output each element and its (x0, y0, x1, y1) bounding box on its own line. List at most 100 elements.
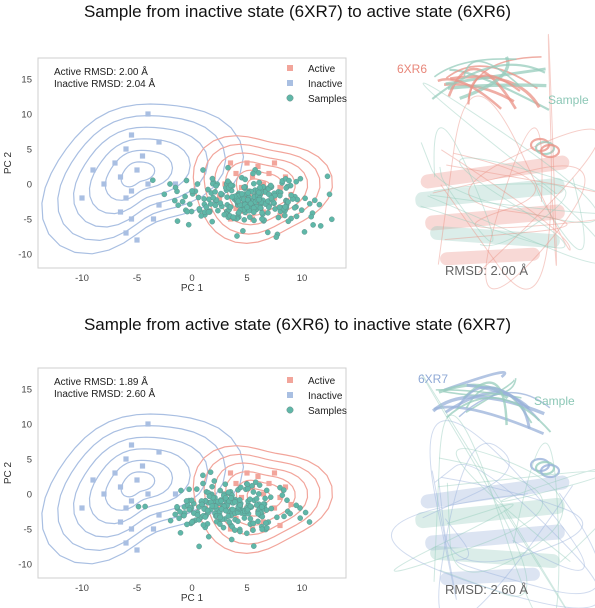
sample-point (174, 218, 181, 224)
sample-point (306, 519, 313, 525)
inactive-point (117, 174, 124, 180)
structure-1-rmsd-caption: RMSD: 2.00 Å (445, 263, 528, 278)
backbone-loop (429, 420, 585, 600)
y-tick-label: 5 (27, 455, 32, 466)
y-tick-label: -5 (24, 525, 32, 536)
plot-1-legend: Active Inactive Samples (286, 64, 347, 105)
protein-structure-2: 6XR7 Sample RMSD: 2.60 Å (391, 371, 595, 608)
helix-ribbon (440, 247, 540, 266)
inactive-point (112, 470, 118, 476)
sample-point (237, 484, 244, 491)
sample-point (228, 536, 235, 543)
inactive-point (123, 230, 129, 236)
sample-point (250, 170, 256, 177)
sample-point (161, 191, 168, 198)
inactive-point (117, 484, 124, 490)
active-density-contour (203, 453, 321, 545)
sample-point (250, 209, 257, 216)
sample-point (247, 516, 254, 522)
sample-point (317, 223, 324, 229)
active-point (227, 470, 234, 476)
sample-point (183, 498, 190, 504)
sample-point (241, 216, 248, 223)
helix-ribbon (430, 545, 560, 569)
sample-point (297, 515, 304, 521)
sample-point (221, 211, 227, 218)
inactive-point (112, 160, 118, 166)
backbone-loop (433, 414, 560, 608)
inactive-point (117, 209, 124, 215)
helix-ribbon (425, 204, 565, 231)
sample-point (198, 213, 204, 219)
helix-coil (534, 140, 556, 156)
sample-point (302, 195, 308, 202)
backbone-loop (393, 457, 543, 572)
sample-point (281, 212, 288, 219)
sample-point (179, 198, 186, 205)
active-point (288, 501, 294, 508)
legend-1-samples-marker (286, 94, 294, 102)
backbone-loop (438, 468, 595, 563)
x-tick-label: 5 (244, 273, 249, 284)
sample-point (217, 521, 223, 527)
helix-ribbon (430, 225, 560, 249)
backbone-loop (438, 476, 584, 563)
inactive-density-contour (57, 114, 227, 242)
sample-point (294, 196, 301, 203)
inactive-density-contour (104, 459, 174, 511)
sample-point (241, 515, 248, 521)
sample-point (275, 214, 282, 221)
sample-point (205, 533, 212, 540)
sample-point (209, 483, 215, 490)
inactive-point (150, 216, 157, 222)
structure-2-cartoon (391, 371, 595, 608)
sample-point (293, 213, 300, 220)
sample-point (207, 469, 214, 476)
inactive-point (156, 449, 162, 455)
active-point (233, 480, 239, 487)
sample-point (217, 200, 224, 206)
sample-point (196, 206, 203, 212)
sample-point (259, 526, 265, 533)
sample-point (240, 228, 246, 234)
sample-point (324, 173, 331, 180)
sample-point (227, 204, 234, 210)
active-point (233, 170, 239, 177)
inactive-density-contour (57, 424, 227, 552)
backbone-loop (449, 68, 550, 111)
active-point (277, 494, 283, 501)
sample-point (229, 194, 235, 200)
sample-point (181, 512, 187, 519)
sample-point (182, 193, 188, 200)
sample-point (264, 229, 271, 236)
sample-point (301, 229, 308, 235)
sample-point (253, 502, 260, 508)
backbone-loop (427, 177, 595, 264)
x-tick-label: 5 (244, 583, 249, 594)
backbone-loop (433, 127, 494, 243)
legend-1-active-label: Active (308, 64, 336, 75)
sample-point (256, 179, 263, 186)
sample-point (211, 478, 218, 484)
backbone-loop (444, 492, 595, 595)
sample-point (239, 191, 245, 197)
active-point (277, 522, 283, 529)
plot-2-ylabel: PC 2 (3, 461, 14, 484)
active-point (271, 505, 278, 511)
sample-point (255, 189, 262, 196)
helix-ribbon (415, 177, 565, 209)
sample-point (195, 194, 202, 201)
sample-point (207, 201, 214, 207)
helix-coil (534, 460, 556, 476)
plot-2-inactive-rmsd: Inactive RMSD: 2.60 Å (54, 387, 155, 400)
sample-point (247, 200, 254, 207)
inactive-point (134, 477, 140, 483)
sample-point (215, 207, 221, 214)
protein-structure-1: 6XR6 Sample RMSD: 2.00 Å (397, 34, 595, 290)
inactive-point (145, 181, 151, 187)
inactive-point (123, 456, 129, 462)
sample-point (236, 209, 242, 216)
plot-2-legend: Active Inactive Samples (286, 376, 347, 417)
sample-point (265, 204, 272, 211)
